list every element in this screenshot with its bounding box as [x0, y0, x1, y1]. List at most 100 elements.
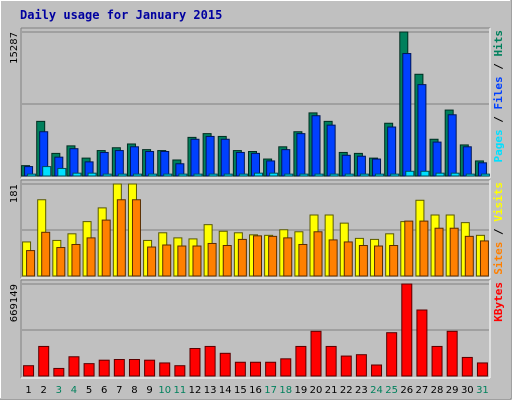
bar-files-day-6 — [99, 151, 109, 177]
bar-kbytes-day-24 — [371, 364, 383, 377]
bar-pages-day-8 — [132, 173, 142, 177]
bar-sites-day-11 — [177, 245, 187, 277]
x-tick-label-day-31: 31 — [476, 385, 489, 396]
bar-kbytes-day-23 — [355, 354, 367, 377]
legend-item-visits: Visits — [492, 182, 505, 222]
bar-pages-day-16 — [254, 172, 263, 177]
y-max-label: 15287 — [9, 32, 20, 64]
bar-sites-day-4 — [71, 243, 81, 277]
bar-sites-day-16 — [253, 235, 262, 277]
bar-sites-day-1 — [26, 250, 36, 277]
x-tick-label-day-5: 5 — [86, 385, 92, 396]
legend-item-files: Files — [492, 76, 505, 109]
bar-files-day-4 — [69, 148, 79, 177]
bar-sites-day-8 — [131, 199, 141, 277]
x-tick-label-day-3: 3 — [56, 385, 62, 396]
bar-pages-day-4 — [72, 172, 82, 177]
bar-pages-day-18 — [284, 173, 294, 177]
bar-pages-day-29 — [450, 172, 460, 177]
x-tick-label-day-14: 14 — [219, 385, 232, 396]
x-tick-label-day-23: 23 — [355, 385, 368, 396]
bar-sites-day-3 — [56, 247, 66, 277]
bar-files-day-15 — [235, 151, 245, 177]
bar-files-day-9 — [145, 151, 155, 177]
bar-pages-day-31 — [480, 173, 490, 177]
bar-kbytes-day-3 — [53, 367, 65, 377]
legend-separator: / — [492, 110, 505, 130]
bar-kbytes-day-25 — [386, 332, 398, 377]
bar-sites-day-29 — [449, 227, 459, 277]
bar-sites-day-30 — [464, 235, 474, 277]
legend-hits-files-pages: Pages / Files / Hits — [492, 30, 505, 163]
x-axis-labels: 1 2 3 4 5 6 7 8 9 10 11 12 13 14 15 16 17 18 19 20 21 22 23 24 2… — [25, 385, 488, 396]
bar-pages-day-27 — [420, 170, 430, 177]
bar-kbytes-day-26 — [401, 283, 413, 377]
bar-kbytes-day-6 — [98, 359, 110, 377]
x-tick-label-day-11: 11 — [173, 385, 186, 396]
bar-sites-day-26 — [404, 220, 414, 277]
bar-sites-day-21 — [328, 239, 338, 277]
bar-files-day-14 — [220, 138, 230, 177]
bar-pages-day-24 — [375, 173, 385, 177]
bar-kbytes-day-2 — [38, 345, 50, 377]
bar-files-day-30 — [462, 146, 472, 177]
x-tick-label-day-28: 28 — [431, 385, 444, 396]
bar-pages-day-21 — [329, 173, 339, 177]
bar-files-day-18 — [281, 149, 291, 177]
x-tick-label-day-18: 18 — [279, 385, 292, 396]
legend-item-pages: Pages — [492, 129, 505, 162]
bar-files-day-23 — [356, 155, 366, 177]
legend-item-sites: Sites — [492, 242, 505, 275]
bar-sites-day-18 — [283, 237, 293, 277]
bar-kbytes-day-21 — [325, 345, 337, 377]
bar-files-day-25 — [387, 126, 397, 177]
legend-separator: / — [492, 222, 505, 242]
y-max-label: 669149 — [9, 284, 20, 322]
bar-sites-day-22 — [343, 241, 353, 277]
bar-sites-day-15 — [237, 238, 247, 277]
bar-kbytes-day-22 — [340, 355, 352, 377]
chart-title: Daily usage for January 2015 — [20, 8, 222, 22]
x-tick-label-day-27: 27 — [416, 385, 429, 396]
bar-files-day-24 — [372, 158, 382, 177]
bar-files-day-7 — [114, 150, 124, 177]
bar-pages-day-23 — [359, 173, 369, 177]
bar-sites-day-9 — [147, 246, 157, 277]
bar-pages-day-13 — [208, 173, 218, 177]
panel-hits-files-pages: 15287 Pages / Files / Hits — [9, 27, 505, 179]
bar-kbytes-day-27 — [416, 309, 428, 377]
bar-files-day-8 — [129, 146, 139, 177]
x-tick-label-day-12: 12 — [189, 385, 202, 396]
legend-kbytes: KBytes — [492, 282, 505, 322]
bar-kbytes-day-20 — [310, 330, 322, 377]
x-tick-label-day-9: 9 — [146, 385, 152, 396]
panels: 15287 Pages / Files / Hits 181 Sites / Visi… — [9, 27, 505, 379]
bar-sites-day-25 — [389, 245, 399, 277]
bar-kbytes-day-13 — [204, 345, 216, 377]
bar-kbytes-day-7 — [113, 359, 125, 377]
bar-pages-day-15 — [238, 173, 248, 177]
bar-sites-day-19 — [298, 243, 308, 277]
bar-files-day-13 — [205, 135, 215, 177]
x-tick-label-day-10: 10 — [158, 385, 171, 396]
bar-pages-day-17 — [269, 172, 279, 177]
x-tick-label-day-19: 19 — [295, 385, 308, 396]
bar-kbytes-day-19 — [295, 345, 307, 377]
legend-item-kbytes: KBytes — [492, 282, 505, 322]
bar-kbytes-day-16 — [250, 361, 261, 377]
bar-pages-day-28 — [435, 172, 445, 177]
panel-visits-sites: 181 Sites / Visits — [9, 179, 505, 279]
bar-kbytes-day-31 — [476, 362, 488, 377]
bar-pages-day-14 — [223, 173, 233, 177]
bar-files-day-16 — [251, 152, 260, 177]
bar-files-day-27 — [417, 84, 427, 177]
bar-pages-day-2 — [42, 166, 52, 177]
bar-kbytes-day-30 — [461, 356, 473, 377]
bar-kbytes-day-28 — [431, 345, 443, 377]
bar-pages-day-5 — [87, 172, 97, 177]
x-tick-label-day-24: 24 — [370, 385, 383, 396]
x-tick-label-day-21: 21 — [325, 385, 338, 396]
bar-kbytes-day-29 — [446, 330, 458, 377]
x-tick-label-day-25: 25 — [385, 385, 398, 396]
